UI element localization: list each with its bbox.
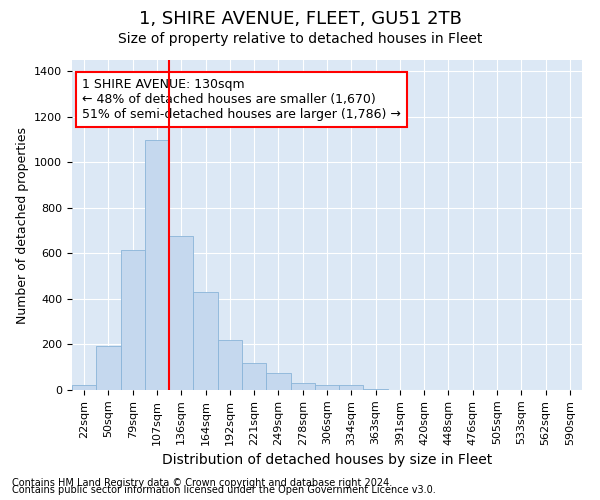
Bar <box>121 250 145 390</box>
Bar <box>364 389 388 390</box>
Bar <box>339 386 364 390</box>
Bar <box>72 386 96 390</box>
Bar <box>145 140 169 390</box>
X-axis label: Distribution of detached houses by size in Fleet: Distribution of detached houses by size … <box>162 453 492 467</box>
Bar <box>169 236 193 390</box>
Bar <box>315 386 339 390</box>
Text: Size of property relative to detached houses in Fleet: Size of property relative to detached ho… <box>118 32 482 46</box>
Text: Contains public sector information licensed under the Open Government Licence v3: Contains public sector information licen… <box>12 485 436 495</box>
Text: Contains HM Land Registry data © Crown copyright and database right 2024.: Contains HM Land Registry data © Crown c… <box>12 478 392 488</box>
Bar <box>242 362 266 390</box>
Bar <box>96 346 121 390</box>
Y-axis label: Number of detached properties: Number of detached properties <box>16 126 29 324</box>
Bar <box>266 373 290 390</box>
Bar <box>193 292 218 390</box>
Text: 1 SHIRE AVENUE: 130sqm
← 48% of detached houses are smaller (1,670)
51% of semi-: 1 SHIRE AVENUE: 130sqm ← 48% of detached… <box>82 78 401 121</box>
Bar <box>290 383 315 390</box>
Bar <box>218 340 242 390</box>
Text: 1, SHIRE AVENUE, FLEET, GU51 2TB: 1, SHIRE AVENUE, FLEET, GU51 2TB <box>139 10 461 28</box>
